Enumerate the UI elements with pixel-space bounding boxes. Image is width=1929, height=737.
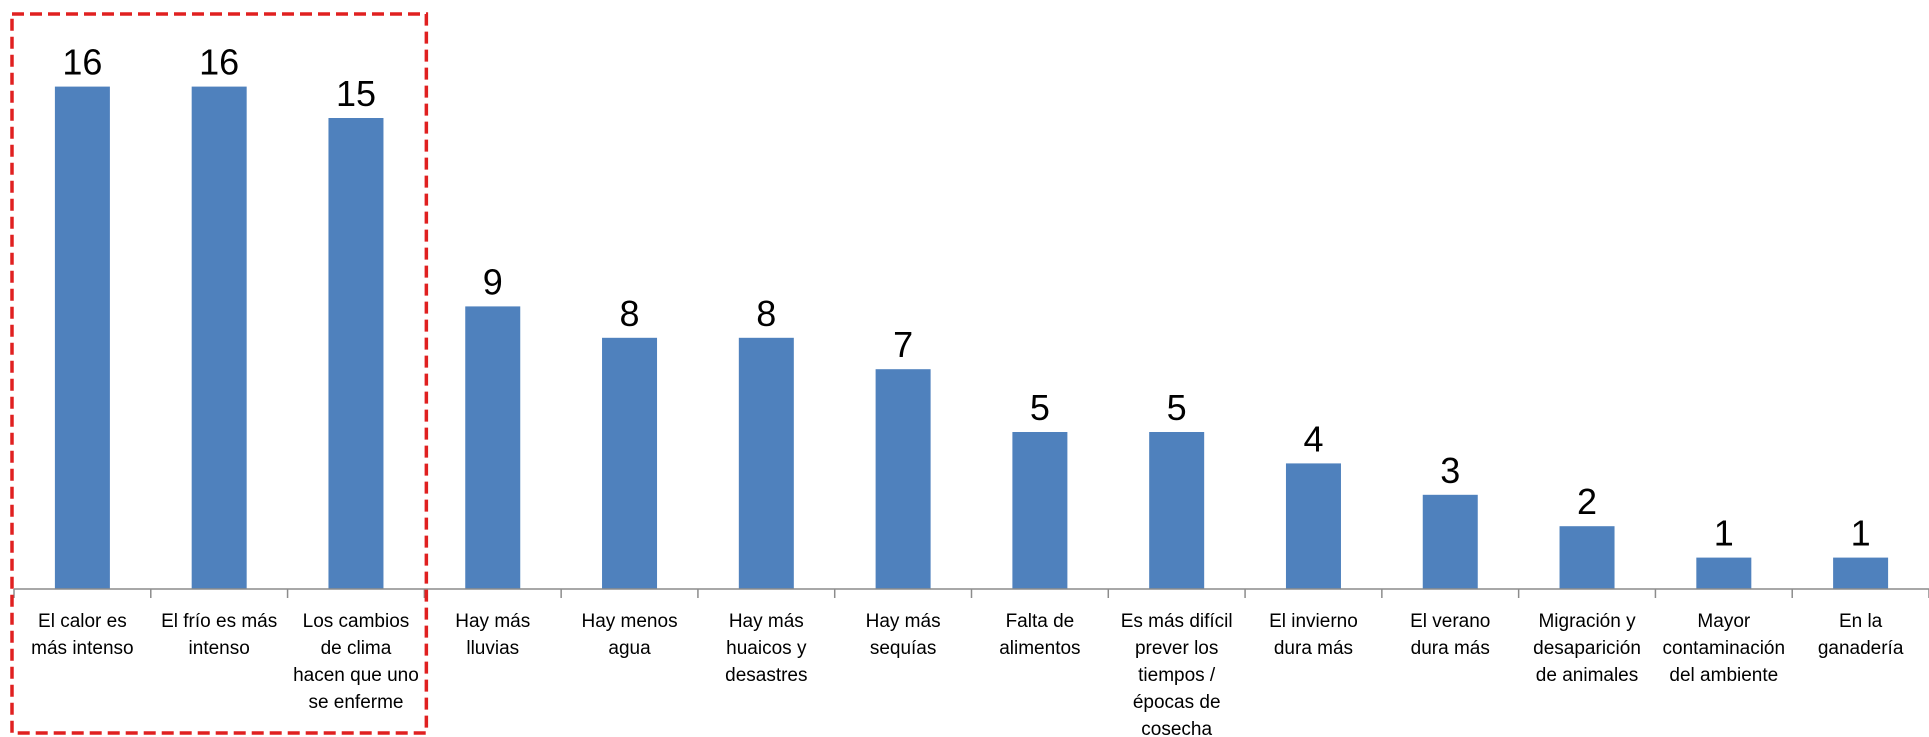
category-label-line: ganadería (1818, 638, 1904, 659)
category-label-line: desaparición (1533, 638, 1641, 659)
category-label-10: El invierno dura más (1269, 611, 1358, 659)
category-label-line: dura más (1411, 638, 1490, 659)
category-label-line: contaminación (1663, 638, 1786, 659)
bar-6 (738, 337, 794, 589)
category-labels-group: El calor es más intenso El frío es más inte… (31, 611, 1904, 737)
category-label-4: Hay más lluvias (455, 611, 530, 659)
category-label-line: cosecha (1141, 719, 1212, 737)
category-label-7: Hay más sequías (866, 611, 941, 659)
category-label-11: El verano dura más (1410, 611, 1490, 659)
category-label-line: Hay más (729, 611, 804, 632)
value-label-13: 1 (1714, 513, 1734, 554)
value-label-7: 7 (893, 324, 913, 365)
highlight-box (10, 12, 429, 735)
category-label-3: Los cambios de clima hacen que uno se enfer… (293, 611, 419, 713)
category-label-12: Migración y desaparición de animales (1533, 611, 1641, 686)
category-label-line: hacen que uno (293, 665, 419, 686)
value-labels-group: 16 16 15 9 8 8 7 5 5 4 3 2 1 1 (62, 42, 1870, 554)
bar-14 (1833, 557, 1889, 589)
value-label-11: 3 (1440, 450, 1460, 491)
category-label-line: de animales (1536, 665, 1638, 686)
value-label-3: 15 (336, 73, 376, 114)
value-label-1: 16 (62, 42, 102, 83)
category-label-1: El calor es más intenso (31, 611, 133, 659)
value-label-5: 8 (620, 293, 640, 334)
category-label-6: Hay más huaicos y desastres (725, 611, 807, 686)
bar-5 (602, 337, 658, 589)
category-label-line: El frío es más (161, 611, 277, 632)
category-label-line: se enferme (308, 692, 403, 713)
category-label-line: agua (608, 638, 651, 659)
category-label-line: tiempos / (1138, 665, 1216, 686)
value-label-9: 5 (1167, 387, 1187, 428)
value-label-10: 4 (1303, 418, 1323, 459)
value-label-2: 16 (199, 42, 239, 83)
bar-1 (54, 86, 110, 589)
category-label-line: alimentos (999, 638, 1080, 659)
category-label-line: Hay más (455, 611, 530, 632)
category-label-line: sequías (870, 638, 937, 659)
category-label-line: El verano (1410, 611, 1490, 632)
x-axis-ticks (13, 589, 1929, 598)
bar-13 (1696, 557, 1752, 589)
category-label-line: Migración y (1538, 611, 1636, 632)
value-label-14: 1 (1851, 513, 1871, 554)
value-label-4: 9 (483, 261, 503, 302)
bar-12 (1559, 526, 1615, 589)
bar-3 (328, 118, 384, 589)
bar-10 (1285, 463, 1341, 589)
bar-11 (1422, 494, 1478, 589)
category-label-5: Hay menos agua (581, 611, 677, 659)
category-label-line: En la (1839, 611, 1883, 632)
bar-8 (1012, 432, 1068, 589)
category-label-line: épocas de (1133, 692, 1221, 713)
category-label-2: El frío es más intenso (161, 611, 277, 659)
category-label-line: lluvias (466, 638, 519, 659)
category-label-line: Falta de (1006, 611, 1075, 632)
category-label-line: Es más difícil (1121, 611, 1233, 632)
bar-7 (875, 369, 931, 589)
bars-group (54, 86, 1889, 589)
category-label-line: del ambiente (1669, 665, 1778, 686)
value-label-6: 8 (756, 293, 776, 334)
category-label-line: desastres (725, 665, 807, 686)
category-label-line: Mayor (1697, 611, 1750, 632)
category-label-line: dura más (1274, 638, 1353, 659)
category-label-14: En la ganadería (1818, 611, 1904, 659)
category-label-8: Falta de alimentos (999, 611, 1080, 659)
value-label-8: 5 (1030, 387, 1050, 428)
category-label-line: huaicos y (726, 638, 807, 659)
bar-4 (465, 306, 521, 589)
category-label-line: Hay menos (581, 611, 677, 632)
category-label-13: Mayor contaminación del ambiente (1663, 611, 1786, 686)
value-label-12: 2 (1577, 481, 1597, 522)
category-label-line: intenso (189, 638, 250, 659)
category-label-line: El invierno (1269, 611, 1358, 632)
category-label-9: Es más difícil prever los tiempos / épocas … (1121, 611, 1233, 737)
category-label-line: de clima (321, 638, 392, 659)
category-label-line: Los cambios (303, 611, 410, 632)
category-label-line: El calor es (38, 611, 127, 632)
bar-2 (191, 86, 247, 589)
category-label-line: prever los (1135, 638, 1218, 659)
bar-9 (1149, 432, 1205, 589)
category-label-line: más intenso (31, 638, 133, 659)
category-label-line: Hay más (866, 611, 941, 632)
